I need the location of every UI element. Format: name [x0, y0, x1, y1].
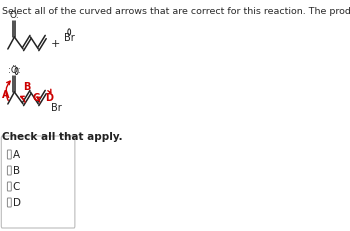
Text: A: A	[13, 149, 20, 159]
Text: A: A	[1, 90, 9, 100]
Text: Check all that apply.: Check all that apply.	[2, 131, 123, 141]
Text: C: C	[32, 93, 39, 103]
Text: Select all of the curved arrows that are correct for this reaction. The products: Select all of the curved arrows that are…	[2, 7, 350, 16]
FancyBboxPatch shape	[7, 198, 11, 207]
Text: D: D	[13, 197, 21, 207]
Text: Ö:: Ö:	[9, 11, 19, 20]
Text: Br: Br	[64, 33, 75, 43]
Text: Br: Br	[51, 103, 62, 112]
FancyBboxPatch shape	[1, 137, 75, 228]
Text: D: D	[45, 93, 53, 103]
Text: B: B	[13, 165, 20, 175]
Text: :Ö:: :Ö:	[8, 66, 21, 75]
Text: C: C	[13, 181, 20, 191]
Text: +: +	[51, 39, 61, 49]
FancyBboxPatch shape	[7, 182, 11, 191]
Text: B: B	[23, 82, 30, 92]
FancyBboxPatch shape	[7, 150, 11, 159]
FancyBboxPatch shape	[7, 166, 11, 175]
